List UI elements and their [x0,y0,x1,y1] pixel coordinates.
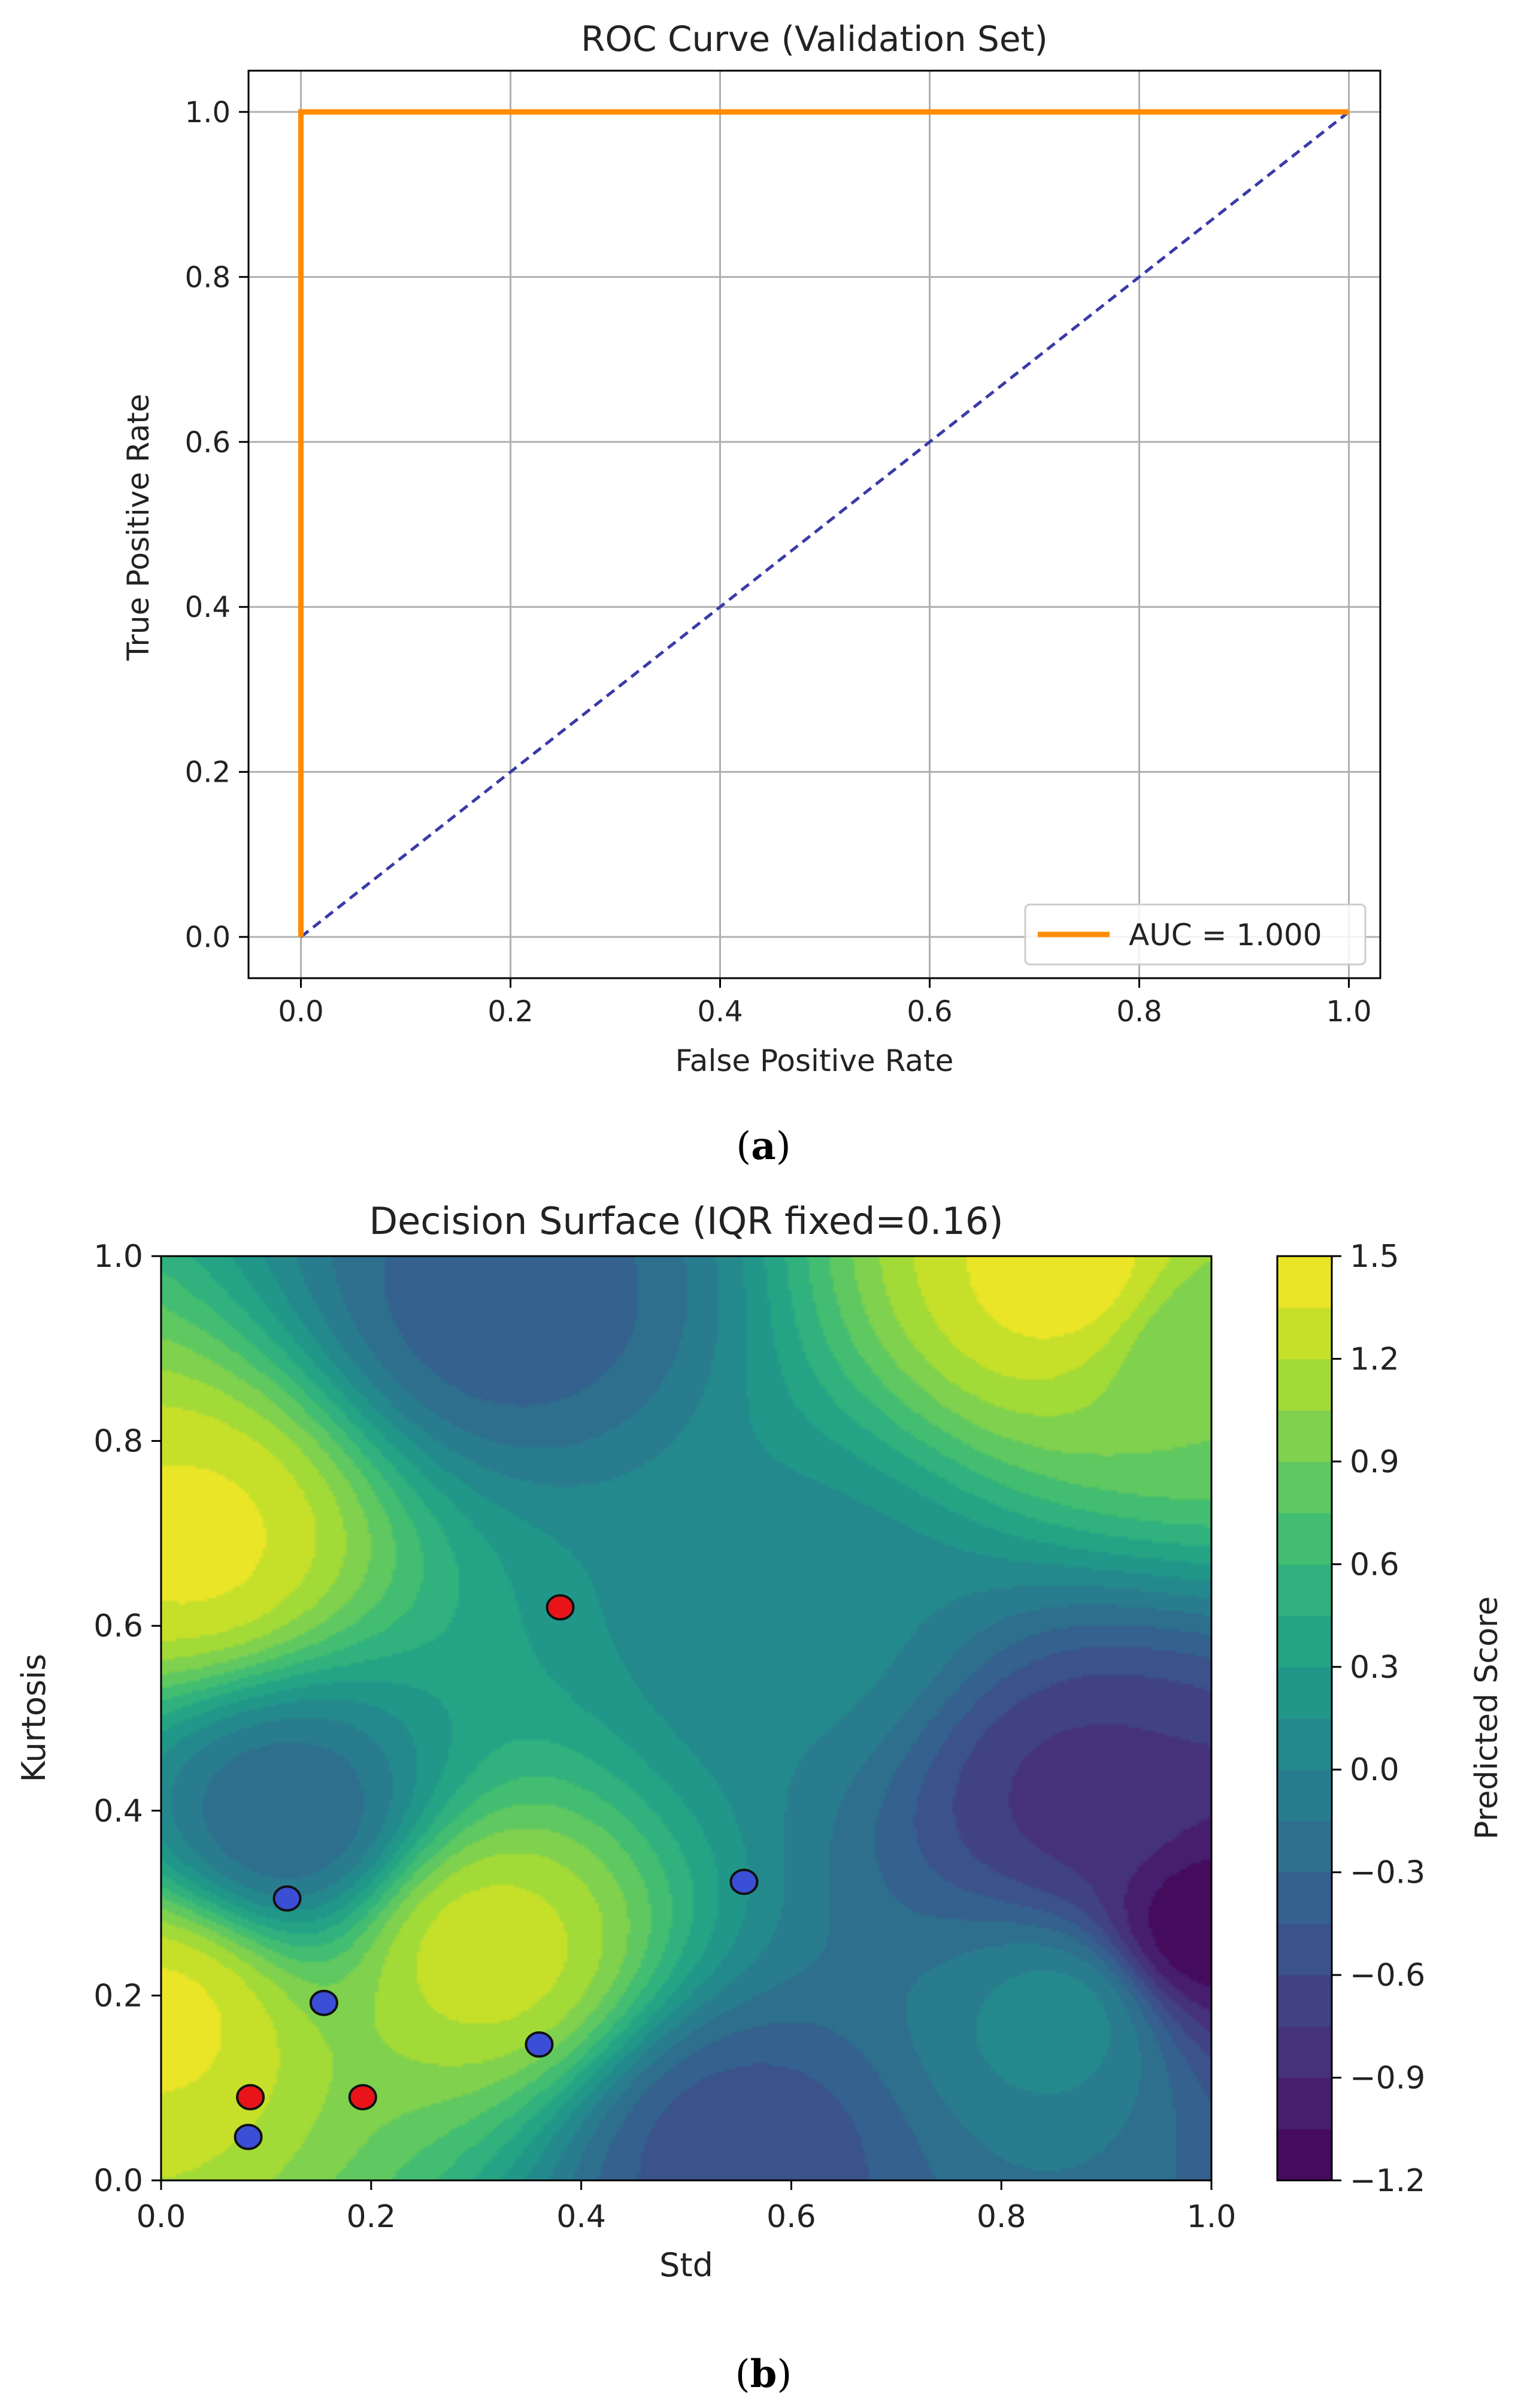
roc-xtick-label: 1.0 [1326,995,1371,1028]
roc-diagonal-line [299,110,1350,939]
roc-ytick-label: 0.4 [185,591,231,624]
colorbar-band [1277,2026,1332,2079]
colorbar-band [1277,1718,1332,1770]
colorbar-band [1277,1564,1332,1616]
roc-grid [249,71,1380,978]
surface-points [234,1594,759,2150]
roc-ylabel: True Positive Rate [121,394,156,661]
surface-xtick-label: 0.0 [137,2199,186,2235]
colorbar-band [1277,1307,1332,1360]
roc-ytick-label: 0.0 [185,921,231,954]
panel-label-b: (b) [735,2352,792,2397]
surface-xlabel: Std [659,2246,713,2284]
colorbar-tick-label: −0.9 [1350,2061,1425,2097]
colorbar-tick-label: −0.3 [1350,1855,1425,1891]
colorbar-ticks: 1.5 1.2 0.9 0.6 0.3 0.0 −0.3 −0.6 −0.9 −1.2 [1332,1239,1425,2199]
surface-title: Decision Surface (IQR fixed=0.16) [369,1199,1003,1243]
colorbar-band [1277,1666,1332,1719]
colorbar-band [1277,1975,1332,2027]
colorbar-tick-label: −1.2 [1350,2163,1425,2199]
panel-label-a: (a) [736,1124,790,1169]
roc-title: ROC Curve (Validation Set) [581,19,1048,59]
surface-xtick-label: 0.4 [556,2199,606,2235]
roc-chart: ROC Curve (Validation Set) 0.0 0.2 0.4 0.6 0… [121,19,1381,1078]
surface-scatter-point [546,1594,575,1621]
surface-xtick-label: 0.8 [977,2199,1026,2235]
surface-scatter-point [272,1885,302,1912]
surface-scatter-point [309,1989,338,2016]
colorbar-band [1277,2129,1332,2181]
surface-xtick-label: 1.0 [1187,2199,1237,2235]
roc-xtick-label: 0.2 [487,995,533,1028]
surface-ticks: 0.0 0.2 0.4 0.6 0.8 1.0 0.0 0.2 0.4 0.6 0.8 1.0 [93,1239,1236,2235]
roc-ytick-label: 0.6 [185,426,231,459]
colorbar-tick-label: 0.3 [1350,1650,1399,1686]
colorbar-band [1277,1410,1332,1462]
colorbar-band [1277,1923,1332,1976]
colorbar-band [1277,1359,1332,1411]
surface-ytick-label: 0.4 [93,1793,143,1829]
surface-ytick-label: 0.2 [93,1978,143,2014]
surface-scatter-point [236,2084,265,2111]
surface-plot-frame [160,1255,1213,2182]
roc-ticks: 0.0 0.2 0.4 0.6 0.8 1.0 0.0 0.2 0.4 0.6 0.8 1.0 [185,96,1372,1028]
colorbar-tick-label: 0.9 [1350,1444,1399,1480]
surface-scatter-point [729,1868,759,1895]
colorbar-band [1277,1820,1332,1873]
colorbar-tick-label: 0.0 [1350,1752,1399,1788]
colorbar-tick-label: 1.2 [1350,1341,1399,1377]
roc-xtick-label: 0.4 [697,995,743,1028]
surface-scatter-point [234,2123,263,2150]
colorbar-band [1277,2077,1332,2129]
colorbar-band [1277,1256,1332,1308]
surface-ytick-label: 0.8 [93,1424,143,1460]
surface-scatter-point [525,2031,554,2058]
roc-xlabel: False Positive Rate [675,1043,954,1078]
colorbar-band [1277,1769,1332,1822]
colorbar-tick-label: −0.6 [1350,1958,1425,1993]
colorbar-tick-label: 0.6 [1350,1547,1399,1583]
surface-ytick-label: 0.6 [93,1608,143,1644]
colorbar-bands [1277,1256,1332,2181]
surface-xtick-label: 0.6 [766,2199,816,2235]
roc-curve-line [298,109,1349,937]
roc-legend: AUC = 1.000 [1024,903,1367,966]
colorbar-label: Predicted Score [1469,1596,1505,1840]
colorbar-band [1277,1512,1332,1565]
colorbar: 1.5 1.2 0.9 0.6 0.3 0.0 −0.3 −0.6 −0.9 −1.2 Predi… [1276,1239,1505,2199]
roc-xtick-label: 0.6 [907,995,952,1028]
surface-contour-fill [161,1256,1211,2180]
surface-scatter-point [348,2084,377,2111]
roc-ytick-label: 1.0 [185,96,231,129]
colorbar-band [1277,1616,1332,1668]
roc-legend-label: AUC = 1.000 [1129,918,1322,952]
roc-plot-frame [247,69,1381,979]
decision-surface-chart: Decision Surface (IQR fixed=0.16) 0.0 0.2… [15,1199,1505,2284]
colorbar-tick-label: 1.5 [1350,1239,1399,1275]
colorbar-band [1277,1461,1332,1514]
colorbar-frame [1276,1255,1333,2182]
surface-ytick-label: 0.0 [93,2163,143,2199]
surface-ytick-label: 1.0 [93,1239,143,1275]
roc-ytick-label: 0.8 [185,261,231,294]
surface-ylabel: Kurtosis [15,1654,53,1783]
colorbar-band [1277,1872,1332,1924]
surface-xtick-label: 0.2 [346,2199,396,2235]
roc-xtick-label: 0.8 [1116,995,1162,1028]
roc-xtick-label: 0.0 [278,995,323,1028]
roc-legend-box [1024,903,1367,966]
roc-ytick-label: 0.2 [185,756,231,789]
